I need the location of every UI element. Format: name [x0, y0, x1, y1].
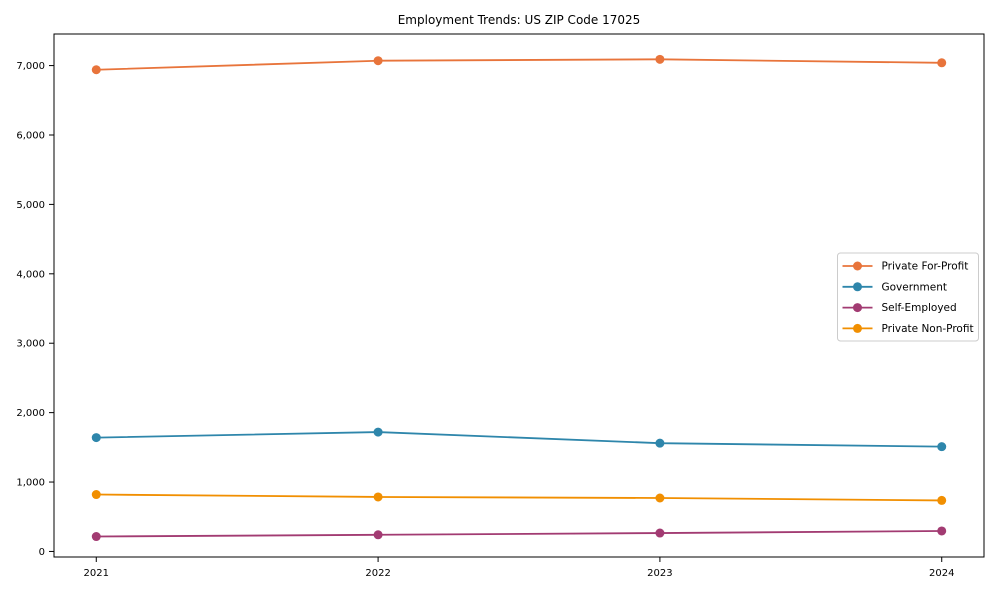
- axes-frame: [53, 33, 985, 558]
- series-line-self-employed: [95, 530, 943, 538]
- data-point-private-non-profit-2024: [937, 495, 947, 505]
- legend-sample-marker-private-for-profit: [853, 261, 862, 271]
- y-tick-label: 4,000: [16, 269, 45, 280]
- chart-title: Employment Trends: US ZIP Code 17025: [398, 13, 641, 27]
- x-tick-label: 2023: [647, 568, 672, 579]
- y-tick-label: 7,000: [16, 61, 45, 72]
- data-point-self-employed-2023: [655, 528, 665, 538]
- legend-sample-marker-self-employed: [853, 303, 862, 313]
- y-tick-label: 5,000: [16, 200, 45, 211]
- data-point-private-non-profit-2021: [91, 490, 101, 500]
- y-tick-label: 6,000: [16, 130, 45, 141]
- data-point-government-2024: [937, 442, 947, 452]
- data-point-private-non-profit-2022: [373, 492, 383, 502]
- x-tick-label: 2021: [84, 568, 109, 579]
- legend-label-government: Government: [882, 281, 947, 293]
- legend-label-private-non-profit: Private Non-Profit: [882, 323, 974, 335]
- y-tick-label: 3,000: [16, 339, 45, 350]
- data-point-private-for-profit-2022: [373, 56, 383, 66]
- series-line-government: [95, 431, 943, 448]
- data-point-private-for-profit-2021: [91, 65, 101, 75]
- data-point-government-2022: [373, 427, 383, 437]
- legend-sample-marker-government: [853, 282, 862, 292]
- x-tick-label: 2024: [929, 568, 954, 579]
- series-line-private-for-profit: [95, 58, 943, 71]
- legend-label-private-for-profit: Private For-Profit: [882, 261, 969, 273]
- data-point-private-for-profit-2024: [937, 58, 947, 68]
- legend-label-self-employed: Self-Employed: [882, 302, 957, 314]
- y-tick-label: 2,000: [16, 408, 45, 419]
- x-tick-label: 2022: [365, 568, 390, 579]
- legend-box: [837, 252, 979, 342]
- series-line-private-non-profit: [95, 493, 943, 502]
- y-tick-label: 0: [39, 547, 45, 558]
- data-point-self-employed-2022: [373, 530, 383, 540]
- data-point-private-for-profit-2023: [655, 54, 665, 64]
- data-point-private-non-profit-2023: [655, 493, 665, 503]
- data-point-government-2023: [655, 438, 665, 448]
- data-point-self-employed-2021: [91, 532, 101, 542]
- legend-sample-marker-private-non-profit: [853, 323, 862, 333]
- y-tick-label: 1,000: [16, 478, 45, 489]
- plot-area: 0 1,000 2,000 3,000 4,000 5,000 6,000 7,000 2021…: [16, 33, 985, 579]
- data-point-self-employed-2024: [937, 526, 947, 536]
- data-point-government-2021: [91, 433, 101, 443]
